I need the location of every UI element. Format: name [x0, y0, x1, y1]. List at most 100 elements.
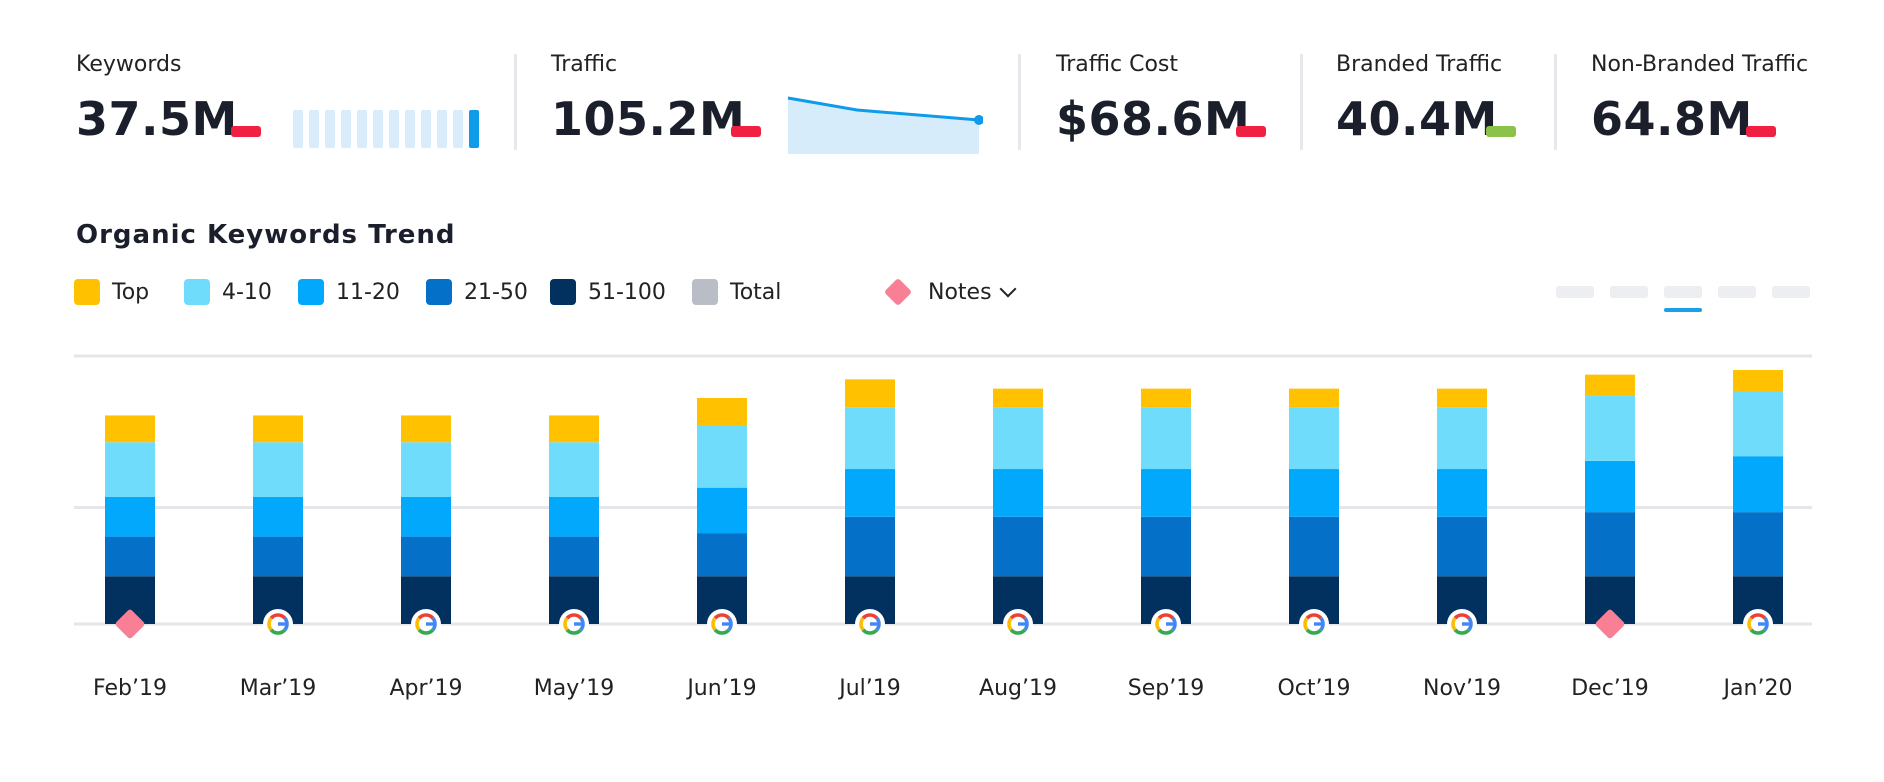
pager-dot[interactable] — [1556, 286, 1594, 298]
x-tick-label: Mar’19 — [240, 676, 317, 701]
note-diamond-icon — [115, 609, 145, 639]
bar-segment[interactable] — [1585, 460, 1635, 513]
pager-dot[interactable] — [1718, 286, 1756, 298]
bar-segment[interactable] — [697, 397, 747, 426]
google-icon — [417, 613, 435, 620]
bar-segment[interactable] — [401, 415, 451, 443]
bar-segment[interactable] — [993, 407, 1043, 470]
bar-segment[interactable] — [253, 496, 303, 537]
legend-item-top[interactable]: Top — [74, 276, 149, 308]
kpi-non-branded-traffic[interactable]: Non-Branded Traffic 64.8M — [1591, 52, 1808, 146]
kpi-traffic-cost[interactable]: Traffic Cost $68.6M — [1056, 52, 1266, 146]
note-diamond-icon — [1595, 609, 1625, 639]
bar-segment[interactable] — [1289, 388, 1339, 408]
bar-segment[interactable] — [549, 442, 599, 497]
bar-segment[interactable] — [253, 442, 303, 497]
x-tick-label: Dec’19 — [1571, 676, 1649, 701]
bar-segment[interactable] — [1141, 407, 1191, 470]
bar-segment[interactable] — [1141, 469, 1191, 517]
x-tick-label: Jun’19 — [685, 676, 756, 701]
bar-segment[interactable] — [993, 516, 1043, 577]
bar-segment[interactable] — [401, 536, 451, 577]
bar-segment[interactable] — [253, 536, 303, 577]
x-tick-label: May’19 — [534, 676, 614, 701]
bar-segment[interactable] — [105, 536, 155, 577]
bar-segment[interactable] — [845, 407, 895, 470]
bar-segment[interactable] — [1733, 512, 1783, 577]
kpi-traffic[interactable]: Traffic 105.2M — [551, 52, 983, 154]
spark-bar — [341, 110, 351, 148]
google-icon — [1157, 613, 1175, 620]
bar-segment[interactable] — [1733, 390, 1783, 457]
spark-bar — [453, 110, 463, 148]
bar-segment[interactable] — [697, 487, 747, 534]
bar-segment[interactable] — [845, 516, 895, 577]
bar-segment[interactable] — [1585, 374, 1635, 396]
x-tick-label: Jul’19 — [837, 676, 901, 701]
bar-segment[interactable] — [549, 536, 599, 577]
bar-segment[interactable] — [253, 415, 303, 443]
bar-segment[interactable] — [697, 425, 747, 488]
bar-segment[interactable] — [549, 415, 599, 443]
x-tick-label: Aug’19 — [979, 676, 1057, 701]
bar-segment[interactable] — [845, 379, 895, 408]
legend-item-21-50[interactable]: 21-50 — [426, 276, 528, 308]
google-icon — [1303, 617, 1309, 631]
x-tick-label: Oct’19 — [1277, 676, 1350, 701]
spark-bar — [325, 110, 335, 148]
kpi-summary-row: Keywords 37.5M Traffic 105.2M Traffic Co… — [0, 0, 1884, 180]
legend-item-total[interactable]: Total — [692, 276, 781, 308]
notes-dropdown[interactable]: Notes — [883, 276, 1017, 308]
pager-dot[interactable] — [1610, 286, 1648, 298]
bar-segment[interactable] — [1733, 456, 1783, 513]
bar-segment[interactable] — [993, 388, 1043, 408]
bar-segment[interactable] — [1585, 512, 1635, 577]
kpi-keywords[interactable]: Keywords 37.5M — [76, 52, 479, 148]
bar-segment[interactable] — [1733, 369, 1783, 391]
bar-segment[interactable] — [105, 496, 155, 537]
bar-segment[interactable] — [1289, 469, 1339, 517]
x-tick-label: Apr’19 — [389, 676, 462, 701]
notes-label: Notes — [928, 279, 992, 305]
bar-segment[interactable] — [1289, 516, 1339, 577]
bar-segment[interactable] — [697, 533, 747, 577]
google-icon — [415, 617, 421, 631]
pager-dot[interactable] — [1772, 286, 1810, 298]
bar-segment[interactable] — [1437, 407, 1487, 470]
spark-bar — [373, 110, 383, 148]
bar-segment[interactable] — [1141, 388, 1191, 408]
google-icon — [859, 617, 865, 631]
organic-keywords-chart: Feb’19 Mar’19 Apr’19 May’19 Jun’19 Jul’19 Aug’… — [74, 354, 1812, 701]
delta-indicator — [731, 126, 761, 137]
google-icon — [861, 613, 879, 620]
bar-segment[interactable] — [401, 442, 451, 497]
bar-segment[interactable] — [993, 469, 1043, 517]
legend-item-51-100[interactable]: 51-100 — [550, 276, 666, 308]
legend-item-11-20[interactable]: 11-20 — [298, 276, 400, 308]
google-icon — [1451, 617, 1457, 631]
spark-bar — [421, 110, 431, 148]
legend-item-4-10[interactable]: 4-10 — [184, 276, 272, 308]
bar-segment[interactable] — [1289, 407, 1339, 470]
kpi-value: 64.8M — [1591, 92, 1753, 146]
bar-segment[interactable] — [549, 496, 599, 537]
delta-indicator — [1486, 126, 1516, 137]
kpi-label: Branded Traffic — [1336, 52, 1503, 77]
pager-dot-active[interactable] — [1664, 286, 1702, 298]
bar-segment[interactable] — [105, 415, 155, 443]
kpi-value: 40.4M — [1336, 92, 1498, 146]
legend-label: Top — [112, 279, 150, 305]
google-icon — [1155, 617, 1161, 631]
google-icon — [1453, 613, 1471, 620]
bar-segment[interactable] — [401, 496, 451, 537]
bar-segment[interactable] — [1437, 469, 1487, 517]
bar-segment[interactable] — [1437, 388, 1487, 408]
kpi-branded-traffic[interactable]: Branded Traffic 40.4M — [1336, 52, 1516, 146]
bar-segment[interactable] — [1585, 395, 1635, 461]
bar-segment[interactable] — [105, 442, 155, 497]
bar-segment[interactable] — [1141, 516, 1191, 577]
bar-segment[interactable] — [845, 469, 895, 517]
legend-label: 51-100 — [588, 279, 666, 305]
divider — [514, 54, 517, 150]
bar-segment[interactable] — [1437, 516, 1487, 577]
